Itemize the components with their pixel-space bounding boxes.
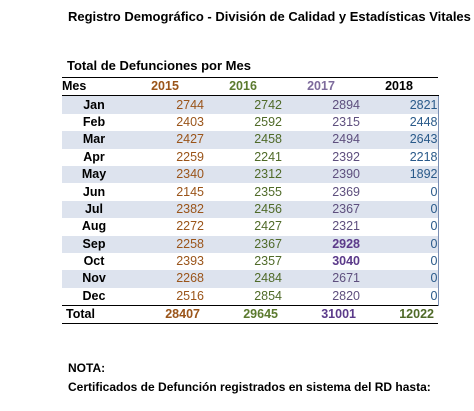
value-2016-cell: 2357 bbox=[254, 254, 282, 269]
table-row: Dec 2516 2854 2820 0 bbox=[62, 287, 439, 306]
value-2015-cell: 2272 bbox=[176, 219, 204, 234]
total-2018: 12022 bbox=[360, 305, 438, 325]
value-2016-cell: 2427 bbox=[254, 219, 282, 234]
table-row: Aug 2272 2427 2321 0 bbox=[62, 218, 439, 236]
value-2018-cell: 2218 bbox=[360, 148, 439, 166]
month-column-header: Mes bbox=[62, 76, 126, 97]
table-row: Sep 2258 2367 2928 0 bbox=[62, 235, 439, 253]
value-2017-cell: 2392 bbox=[332, 149, 360, 164]
value-2018-cell: 0 bbox=[360, 200, 439, 219]
value-2017-cell: 2928 bbox=[282, 235, 360, 253]
table-row: Jan 2744 2742 2894 2821 bbox=[62, 95, 439, 114]
value-2015-cell: 2516 bbox=[176, 288, 204, 303]
month-cell: Oct bbox=[83, 254, 105, 269]
table-row: Oct 2393 2357 3040 0 bbox=[62, 252, 439, 271]
value-2018-cell: 0 bbox=[360, 270, 439, 288]
table-row: Jul 2382 2456 2367 0 bbox=[62, 200, 439, 219]
value-2016-cell: 2312 bbox=[204, 165, 282, 184]
year-header-2016: 2016 bbox=[204, 76, 282, 97]
table-title: Total de Defunciones por Mes bbox=[67, 58, 251, 73]
value-2018-cell: 0 bbox=[360, 218, 439, 236]
total-2016: 29645 bbox=[204, 305, 282, 325]
value-2016-cell: 2854 bbox=[254, 288, 282, 303]
value-2017-cell: 2315 bbox=[332, 114, 360, 129]
year-header-2018: 2018 bbox=[360, 76, 438, 97]
month-cell: Sep bbox=[62, 235, 126, 253]
month-cell: Dec bbox=[82, 288, 106, 303]
value-2018-cell: 2448 bbox=[360, 113, 439, 132]
month-cell: Nov bbox=[62, 270, 126, 288]
year-header-2015: 2015 bbox=[126, 76, 204, 97]
value-2015-cell: 2393 bbox=[176, 254, 204, 269]
total-label: Total bbox=[62, 305, 126, 325]
value-2017-cell: 2369 bbox=[332, 184, 360, 199]
value-2015-cell: 2258 bbox=[126, 235, 204, 253]
table-body: Jan 2744 2742 2894 2821 Feb 2403 2592 2315 2448 Ma… bbox=[62, 95, 439, 306]
year-header-2017: 2017 bbox=[282, 76, 360, 97]
total-row: Total 28407 29645 31001 12022 bbox=[62, 305, 438, 325]
value-2018-cell: 0 bbox=[360, 252, 439, 271]
value-2018-cell: 1892 bbox=[360, 165, 439, 184]
value-2017-cell: 2321 bbox=[332, 219, 360, 234]
value-2015-cell: 2382 bbox=[126, 200, 204, 219]
table-header-row: Mes 2015 2016 2017 2018 bbox=[62, 76, 438, 97]
month-cell: Mar bbox=[62, 131, 126, 149]
note-text: Certificados de Defunción registrados en… bbox=[68, 380, 431, 394]
month-cell: Jun bbox=[82, 184, 106, 199]
value-2015-cell: 2145 bbox=[176, 184, 204, 199]
month-cell: Jan bbox=[62, 95, 126, 114]
value-2018-cell: 0 bbox=[360, 287, 439, 306]
value-2016-cell: 2367 bbox=[204, 235, 282, 253]
value-2018-cell: 2643 bbox=[360, 131, 439, 149]
table-row: Mar 2427 2458 2494 2643 bbox=[62, 131, 439, 149]
month-cell: Apr bbox=[83, 149, 105, 164]
month-cell: May bbox=[62, 165, 126, 184]
value-2016-cell: 2742 bbox=[204, 95, 282, 114]
value-2017-cell: 2894 bbox=[282, 95, 360, 114]
value-2017-cell: 2820 bbox=[332, 288, 360, 303]
value-2018-cell: 0 bbox=[360, 183, 439, 201]
value-2016-cell: 2592 bbox=[254, 114, 282, 129]
value-2015-cell: 2259 bbox=[176, 149, 204, 164]
value-2017-cell: 2390 bbox=[282, 165, 360, 184]
table-row: May 2340 2312 2390 1892 bbox=[62, 165, 439, 184]
month-cell: Jul bbox=[62, 200, 126, 219]
value-2017-cell: 2494 bbox=[282, 131, 360, 149]
table-row: Nov 2268 2484 2671 0 bbox=[62, 270, 439, 288]
value-2017-cell: 2671 bbox=[282, 270, 360, 288]
value-2017-cell: 2367 bbox=[282, 200, 360, 219]
table-row: Feb 2403 2592 2315 2448 bbox=[62, 113, 439, 132]
total-2017: 31001 bbox=[282, 305, 360, 325]
value-2016-cell: 2241 bbox=[254, 149, 282, 164]
report-header-title: Registro Demográfico - División de Calid… bbox=[68, 9, 471, 24]
table-row: Jun 2145 2355 2369 0 bbox=[62, 183, 439, 201]
value-2016-cell: 2484 bbox=[204, 270, 282, 288]
value-2015-cell: 2744 bbox=[126, 95, 204, 114]
value-2016-cell: 2456 bbox=[204, 200, 282, 219]
value-2015-cell: 2427 bbox=[126, 131, 204, 149]
deaths-by-month-table: Mes 2015 2016 2017 2018 Jan 2744 2742 2894 2… bbox=[62, 76, 439, 325]
value-2016-cell: 2458 bbox=[204, 131, 282, 149]
total-2015: 28407 bbox=[126, 305, 204, 325]
value-2015-cell: 2340 bbox=[126, 165, 204, 184]
value-2015-cell: 2403 bbox=[176, 114, 204, 129]
table-row: Apr 2259 2241 2392 2218 bbox=[62, 148, 439, 166]
value-2018-cell: 2821 bbox=[360, 95, 439, 114]
month-cell: Feb bbox=[82, 114, 106, 129]
value-2018-cell: 0 bbox=[360, 235, 439, 253]
note-label: NOTA: bbox=[68, 361, 106, 375]
value-2016-cell: 2355 bbox=[254, 184, 282, 199]
value-2017-cell: 3040 bbox=[332, 254, 360, 269]
value-2015-cell: 2268 bbox=[126, 270, 204, 288]
month-cell: Aug bbox=[81, 219, 107, 234]
